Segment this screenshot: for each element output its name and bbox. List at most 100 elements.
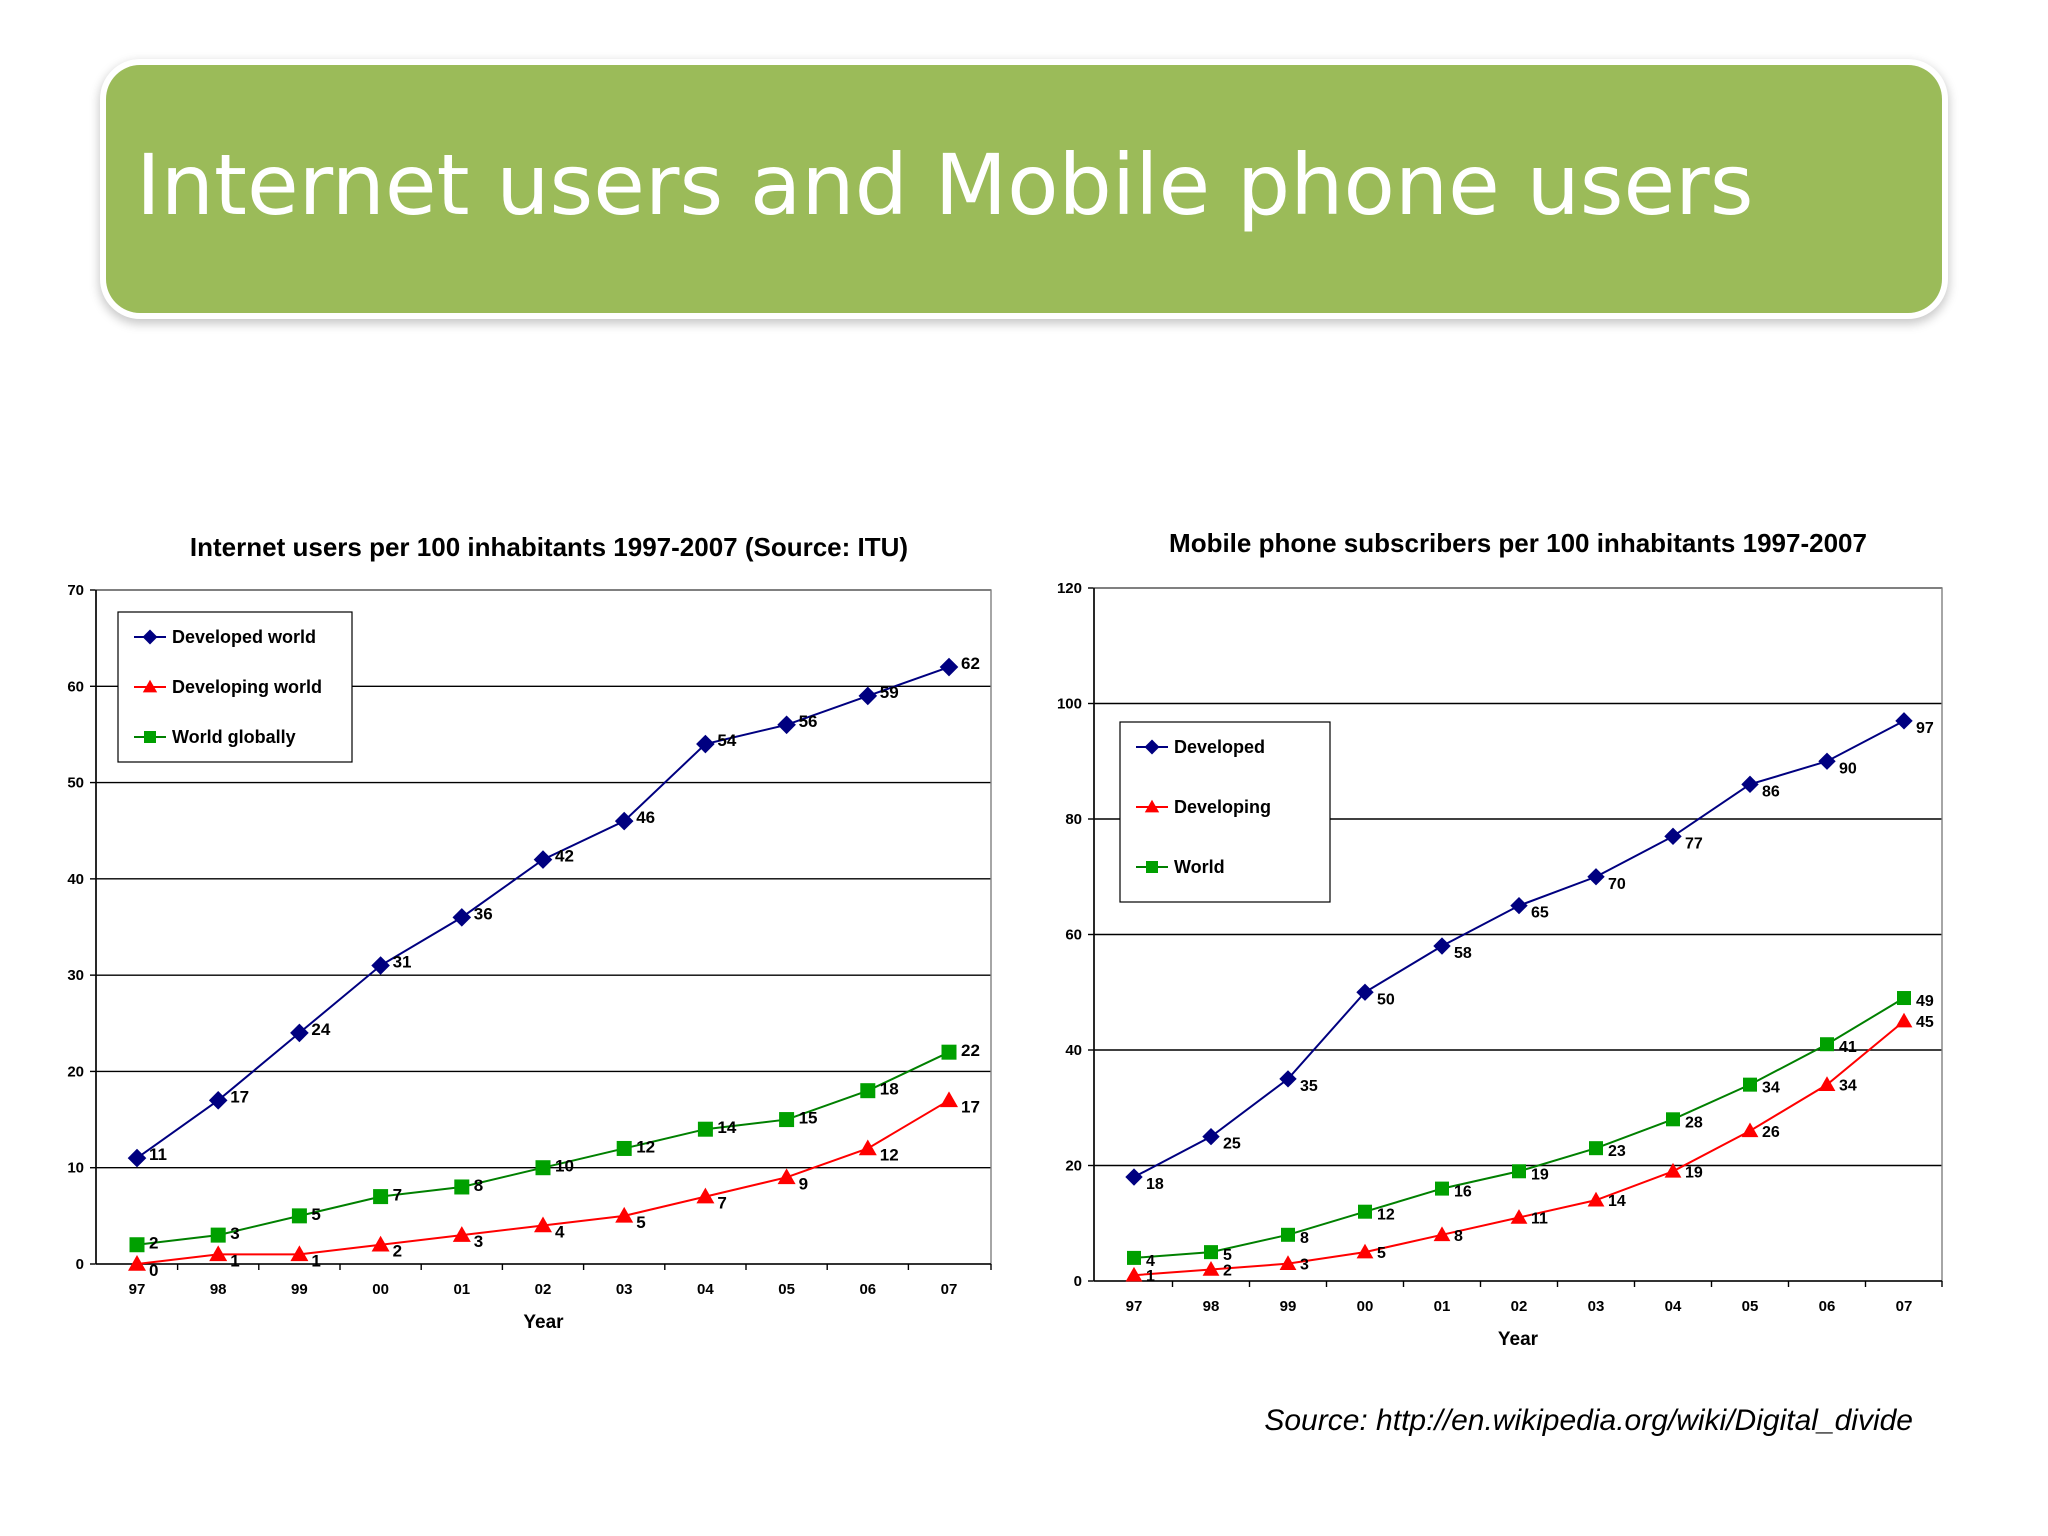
data-point <box>1818 1076 1836 1091</box>
data-point <box>1664 1162 1682 1178</box>
data-point <box>1743 1077 1757 1092</box>
data-label: 12 <box>880 1145 899 1164</box>
data-label: 34 <box>1839 1078 1857 1095</box>
data-point <box>210 1227 226 1243</box>
x-tick-label: 07 <box>941 1281 958 1298</box>
x-tick-label: 03 <box>1588 1298 1605 1315</box>
data-point <box>1281 1227 1295 1242</box>
data-label: 7 <box>393 1186 402 1205</box>
x-tick-label: 03 <box>616 1281 633 1298</box>
data-point <box>1356 983 1374 1001</box>
data-label: 3 <box>1300 1257 1309 1274</box>
data-label: 10 <box>555 1157 574 1176</box>
data-label: 14 <box>1608 1193 1626 1210</box>
data-label: 18 <box>880 1080 899 1099</box>
chart-title: Mobile phone subscribers per 100 inhabit… <box>1169 528 1867 558</box>
data-label: 11 <box>1531 1210 1548 1227</box>
data-label: 65 <box>1531 905 1549 922</box>
x-axis-label: Year <box>523 1312 564 1333</box>
data-point <box>1589 1141 1603 1156</box>
data-label: 17 <box>230 1087 249 1106</box>
data-label: 35 <box>1300 1078 1318 1095</box>
data-point <box>208 1091 228 1110</box>
data-label: 5 <box>311 1205 320 1224</box>
legend-label: World <box>1174 857 1225 877</box>
x-tick-label: 00 <box>1357 1298 1374 1315</box>
data-point <box>858 1139 877 1156</box>
data-point <box>1512 1164 1526 1179</box>
data-point <box>860 1083 876 1099</box>
data-point <box>1433 937 1451 955</box>
y-tick-label: 0 <box>1074 1273 1082 1290</box>
data-point <box>1895 1012 1913 1028</box>
x-tick-label: 06 <box>859 1281 876 1298</box>
x-tick-label: 04 <box>1665 1298 1682 1315</box>
data-label: 22 <box>961 1041 980 1060</box>
data-point <box>1818 752 1836 770</box>
data-label: 17 <box>961 1097 980 1116</box>
y-tick-label: 50 <box>67 775 84 792</box>
y-tick-label: 120 <box>1057 580 1082 597</box>
data-point <box>127 1148 147 1168</box>
legend-marker <box>1144 799 1160 813</box>
data-label: 45 <box>1916 1014 1934 1031</box>
data-point <box>1356 1243 1374 1259</box>
data-label: 86 <box>1762 783 1780 800</box>
data-label: 50 <box>1377 991 1395 1008</box>
x-tick-label: 99 <box>291 1281 308 1298</box>
data-label: 41 <box>1839 1039 1857 1056</box>
data-label: 2 <box>149 1234 158 1253</box>
x-tick-label: 02 <box>1511 1298 1528 1315</box>
data-point <box>858 686 878 706</box>
data-point <box>1587 1191 1605 1207</box>
data-point <box>533 850 553 869</box>
data-label: 3 <box>474 1232 483 1251</box>
y-tick-label: 100 <box>1057 696 1082 713</box>
y-tick-label: 40 <box>67 871 84 888</box>
data-point <box>1587 868 1605 886</box>
data-point <box>1125 1266 1143 1282</box>
data-point <box>940 1091 958 1108</box>
legend-marker <box>142 629 158 645</box>
data-label: 4 <box>1146 1253 1155 1270</box>
data-point <box>616 1140 632 1156</box>
data-label: 46 <box>636 808 655 827</box>
data-label: 4 <box>555 1222 565 1241</box>
data-label: 2 <box>393 1242 402 1261</box>
y-tick-label: 30 <box>67 967 84 984</box>
data-label: 59 <box>880 683 899 702</box>
data-point <box>777 1168 796 1185</box>
data-point <box>1510 1209 1528 1224</box>
x-tick-label: 06 <box>1819 1298 1836 1315</box>
y-tick-label: 20 <box>67 1063 84 1080</box>
data-label: 49 <box>1916 993 1934 1010</box>
data-label: 42 <box>555 847 574 866</box>
data-label: 5 <box>1223 1247 1232 1264</box>
legend-marker <box>1146 861 1158 873</box>
x-axis-label: Year <box>1498 1329 1539 1350</box>
y-tick-label: 0 <box>76 1256 84 1273</box>
data-label: 9 <box>799 1174 808 1193</box>
legend-label: Developed <box>1174 737 1265 757</box>
legend-label: Developing world <box>172 677 322 697</box>
x-tick-label: 97 <box>129 1281 146 1298</box>
chart-title: Internet users per 100 inhabitants 1997-… <box>190 532 908 562</box>
legend-marker <box>142 679 158 693</box>
data-label: 18 <box>1146 1176 1164 1193</box>
data-label: 70 <box>1608 876 1626 893</box>
data-label: 26 <box>1762 1124 1780 1141</box>
data-point <box>1664 827 1682 846</box>
x-tick-label: 98 <box>210 1281 227 1298</box>
data-point <box>371 1235 390 1252</box>
data-point <box>1741 1122 1759 1138</box>
x-tick-label: 07 <box>1896 1298 1913 1315</box>
data-point <box>454 1179 470 1195</box>
data-point <box>1510 896 1528 915</box>
x-tick-label: 97 <box>1126 1298 1143 1315</box>
data-point <box>1358 1204 1372 1219</box>
data-point <box>1897 991 1911 1006</box>
x-tick-label: 99 <box>1280 1298 1297 1315</box>
x-tick-label: 00 <box>372 1281 389 1298</box>
x-tick-label: 98 <box>1203 1298 1220 1315</box>
